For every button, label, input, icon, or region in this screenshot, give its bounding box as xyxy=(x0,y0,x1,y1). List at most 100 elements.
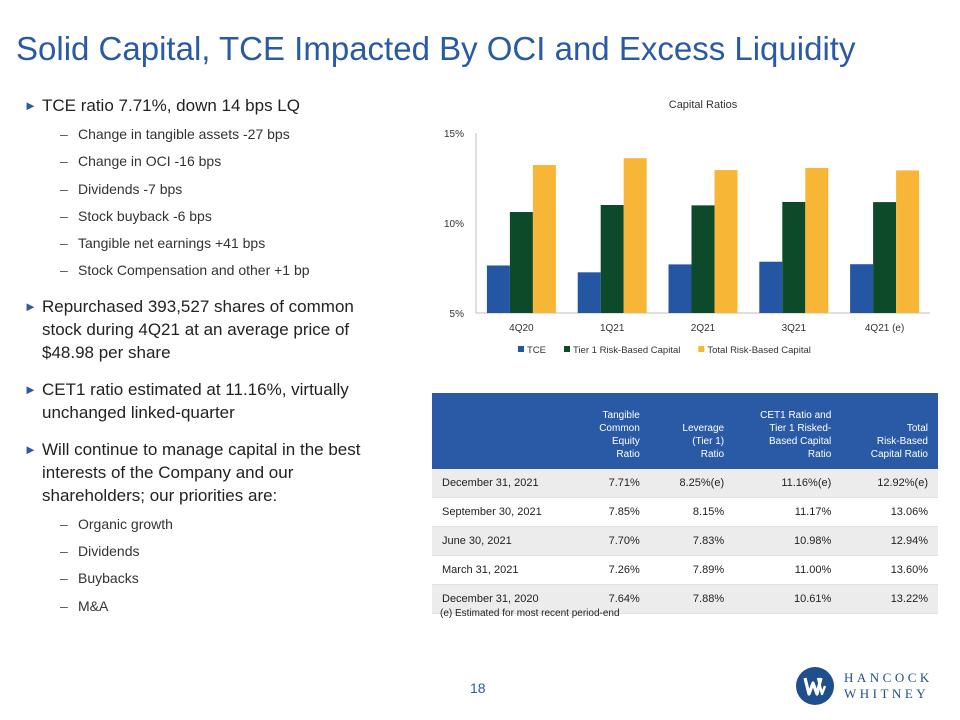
sub-bullet-text: Dividends xyxy=(78,543,140,560)
legend-label: Total Risk-Based Capital xyxy=(707,345,811,356)
bullet-text: TCE ratio 7.71%, down 14 bps LQ xyxy=(42,96,300,115)
legend-swatch xyxy=(564,346,570,352)
bar-tce xyxy=(759,261,783,313)
bar-total-risk-based-capital xyxy=(623,158,647,313)
x-tick-label: 3Q21 xyxy=(782,323,807,334)
legend-swatch xyxy=(698,346,705,352)
dash-icon: – xyxy=(60,235,68,252)
y-tick-label: 5% xyxy=(450,309,465,320)
y-tick-label: 15% xyxy=(444,129,464,140)
header-line: Tier 1 Risked- xyxy=(769,423,832,434)
bar-total-risk-based-capital xyxy=(805,167,829,313)
header-line: Ratio xyxy=(616,449,640,460)
bar-tce xyxy=(850,264,874,313)
bullet-item: ► Will continue to manage capital in the … xyxy=(24,438,394,507)
sub-bullet-list: – Change in tangible assets -27 bps – Chang… xyxy=(24,121,394,285)
row-value-cell: 11.17% xyxy=(734,497,842,527)
sub-bullet-item: – Buybacks xyxy=(24,565,394,592)
sub-bullet-text: M&A xyxy=(78,597,109,614)
table-header-cell: Tangible Common Equity Ratio xyxy=(558,393,650,469)
bar-tce xyxy=(486,265,510,313)
header-line: Risk-Based xyxy=(876,436,928,447)
row-value-cell: 7.64% xyxy=(558,584,650,614)
sub-bullet-text: Stock Compensation and other +1 bp xyxy=(78,262,310,279)
page-title: Solid Capital, TCE Impacted By OCI and E… xyxy=(16,30,856,67)
sub-bullet-item: – Tangible net earnings +41 bps xyxy=(24,230,394,257)
legend-swatch xyxy=(518,346,524,352)
header-line: Equity xyxy=(611,436,640,447)
sub-bullet-text: Buybacks xyxy=(78,570,139,587)
sub-bullet-item: – Organic growth xyxy=(24,511,394,538)
dash-icon: – xyxy=(60,262,68,279)
bar-tier-1-risk-based-capital xyxy=(600,205,624,313)
row-date-cell: June 30, 2021 xyxy=(432,526,559,556)
bar-tce xyxy=(668,264,692,313)
row-value-cell: 8.25%(e) xyxy=(649,469,735,498)
sub-bullet-item: – Dividends xyxy=(24,538,394,565)
row-value-cell: 13.60% xyxy=(841,555,938,585)
bullet-text: Will continue to manage capital in the b… xyxy=(42,439,361,505)
header-line: CET1 Ratio and xyxy=(760,410,832,421)
table-header-cell: Leverage (Tier 1) Ratio xyxy=(649,393,735,469)
bar-total-risk-based-capital xyxy=(714,170,738,313)
dash-icon: – xyxy=(60,180,68,197)
chart-title: Capital Ratios xyxy=(669,99,738,111)
x-tick-label: 1Q21 xyxy=(600,323,625,334)
x-tick-label: 4Q20 xyxy=(509,323,534,334)
row-value-cell: 13.22% xyxy=(841,584,938,614)
sub-bullet-text: Change in tangible assets -27 bps xyxy=(78,126,290,142)
row-value-cell: 12.94% xyxy=(841,526,938,556)
header-line: Common xyxy=(599,423,640,434)
bullet-item: ► Repurchased 393,527 shares of common st… xyxy=(24,295,394,364)
bar-tier-1-risk-based-capital xyxy=(873,202,897,313)
capital-ratio-table-wrapper: Tangible Common Equity Ratio Leverage (Tier 1… xyxy=(432,393,938,614)
bar-tier-1-risk-based-capital xyxy=(509,212,533,313)
logo-wordmark: HANCOCK WHITNEY xyxy=(844,670,933,702)
table-header-cell xyxy=(432,393,559,469)
logo-line-2: WHITNEY xyxy=(844,686,930,701)
table-header-cell: Total Risk-Based Capital Ratio xyxy=(841,393,938,469)
sub-bullet-item: – Change in tangible assets -27 bps xyxy=(24,121,394,148)
row-value-cell: 7.83% xyxy=(649,526,735,556)
table-row: December 31, 2020 7.64% 7.88% 10.61% 13.22% xyxy=(432,584,938,614)
row-value-cell: 11.16%(e) xyxy=(734,469,842,498)
bullet-arrow-icon: ► xyxy=(24,98,37,113)
logo-line-1: HANCOCK xyxy=(844,670,933,685)
bullet-text: CET1 ratio estimated at 11.16%, virtuall… xyxy=(42,379,349,422)
row-date-cell: March 31, 2021 xyxy=(432,555,559,585)
sub-bullet-text: Organic growth xyxy=(78,515,173,532)
bar-total-risk-based-capital xyxy=(896,170,920,313)
sub-bullet-text: Change in OCI -16 bps xyxy=(78,153,222,170)
row-value-cell: 8.15% xyxy=(649,497,735,527)
hancock-whitney-logo: HANCOCK WHITNEY xyxy=(794,666,944,706)
sub-bullet-item: – Stock Compensation and other +1 bp xyxy=(24,257,394,284)
sub-bullet-text: Dividends -7 bps xyxy=(78,180,183,197)
legend-label: Tier 1 Risk-Based Capital xyxy=(573,345,680,356)
bar-total-risk-based-capital xyxy=(532,165,556,313)
row-value-cell: 7.88% xyxy=(649,584,735,614)
row-date-cell: December 31, 2020 xyxy=(432,584,559,614)
row-value-cell: 12.92%(e) xyxy=(841,469,938,498)
dash-icon: – xyxy=(60,153,68,170)
bullet-item: ► TCE ratio 7.71%, down 14 bps LQ xyxy=(24,94,394,117)
header-line: (Tier 1) xyxy=(692,436,725,447)
sub-bullet-item: – Stock buyback -6 bps xyxy=(24,203,394,230)
capital-ratios-chart: Capital Ratios 5% 10% 15% 4Q20 1Q21 2Q21 3Q21 4Q… xyxy=(410,90,950,370)
table-row: September 30, 2021 7.85% 8.15% 11.17% 13.06% xyxy=(432,497,938,527)
dash-icon: – xyxy=(60,570,68,587)
table-header-cell: CET1 Ratio and Tier 1 Risked- Based Capita… xyxy=(734,393,842,469)
dash-icon: – xyxy=(60,597,68,614)
row-date-cell: December 31, 2021 xyxy=(432,469,559,498)
bar-tier-1-risk-based-capital xyxy=(782,201,806,313)
bullet-arrow-icon: ► xyxy=(24,381,37,397)
header-line: Ratio xyxy=(700,449,725,460)
dash-icon: – xyxy=(60,207,68,224)
header-line: Ratio xyxy=(807,449,832,460)
bullet-text: Repurchased 393,527 shares of common sto… xyxy=(42,296,354,362)
x-tick-label: 2Q21 xyxy=(691,323,716,334)
bullet-arrow-icon: ► xyxy=(24,298,37,314)
row-value-cell: 11.00% xyxy=(734,555,842,585)
row-value-cell: 7.85% xyxy=(558,497,650,527)
dash-icon: – xyxy=(60,515,68,532)
bar-tce xyxy=(577,272,601,313)
